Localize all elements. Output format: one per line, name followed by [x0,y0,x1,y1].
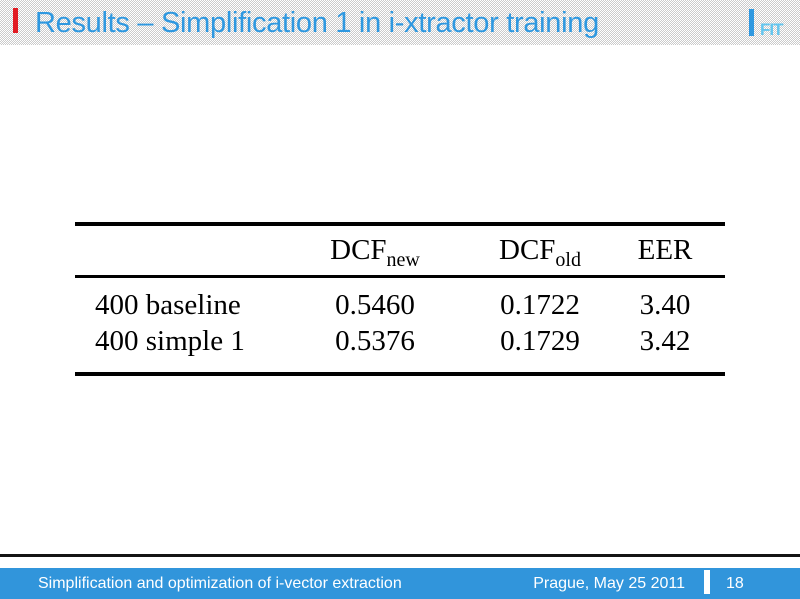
page-number: 18 [726,575,744,592]
fit-logo-icon: FIT [760,20,783,39]
results-table: DCFnew DCFold EER 400 baseline 0.5460 0.… [75,222,725,376]
cell-dcf-new: 0.5460 [335,288,415,321]
slide-footer: Simplification and optimization of i-vec… [0,568,800,599]
footer-separator-bar [704,570,710,594]
header-cell-dcf-old: DCFold [475,224,605,278]
row-label: 400 baseline [95,288,241,321]
footer-date: Prague, May 25 2011 [533,575,685,592]
footer-presentation-title: Simplification and optimization of i-vec… [38,575,402,592]
footer-divider-line [0,554,800,557]
cell-dcf-old: 0.1722 [500,288,580,321]
row-label: 400 simple 1 [95,324,245,357]
header-dcf-old-sub: old [555,248,581,271]
table-row: 400 simple 1 0.5376 0.1729 3.42 [75,323,725,374]
cell-eer: 3.42 [639,324,691,357]
red-accent-bar [13,8,18,33]
header-cell-dcf-new: DCFnew [275,224,475,278]
header-cell-eer: EER [605,224,725,278]
slide-header: Results – Simplification 1 in i-xtractor… [0,0,800,45]
logo-blue-bar-icon [749,9,754,36]
cell-dcf-old: 0.1729 [500,324,580,357]
cell-dcf-new: 0.5376 [335,324,415,357]
header-dcf-new-sub: new [386,248,420,271]
header-dcf-new-base: DCF [330,234,387,266]
table-row: 400 baseline 0.5460 0.1722 3.40 [75,277,725,324]
header-dcf-old-base: DCF [499,234,556,266]
page-title: Results – Simplification 1 in i-xtractor… [35,7,599,39]
table-header-row: DCFnew DCFold EER [75,224,725,278]
cell-eer: 3.40 [639,288,691,321]
header-cell-empty [75,224,275,278]
